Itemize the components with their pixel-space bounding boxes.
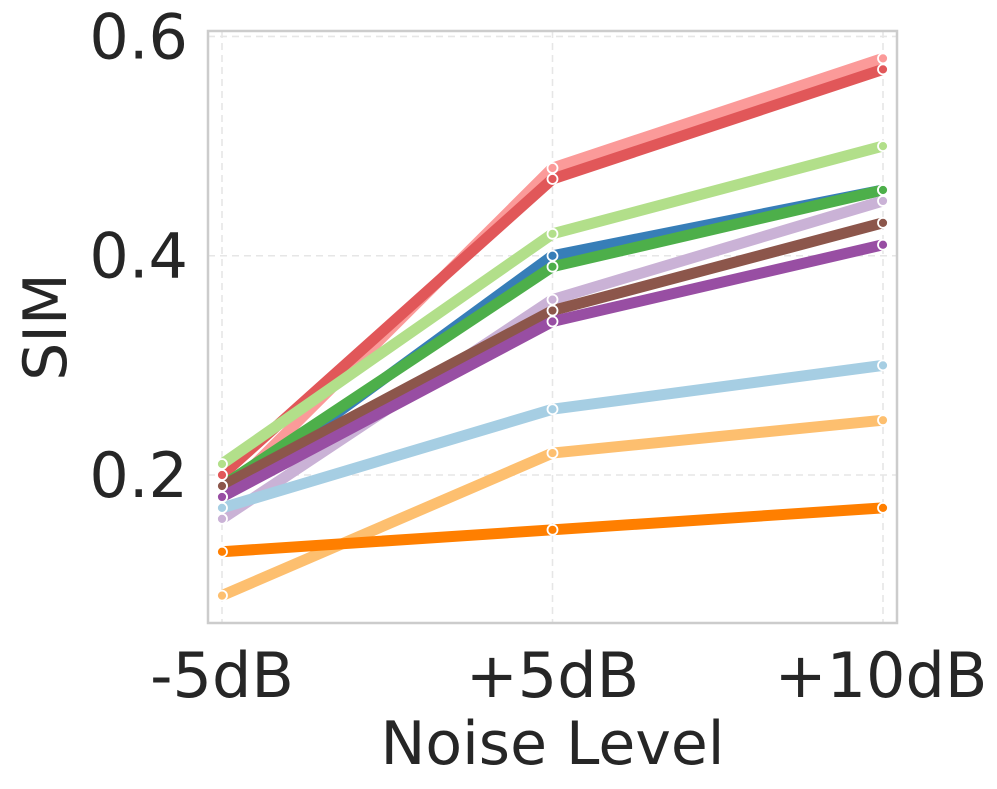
x-axis-label: Noise Level: [381, 709, 725, 779]
data-point-s9-+5dB: [546, 403, 559, 416]
data-point-s11-+10dB: [877, 501, 889, 514]
data-point-s8-+10dB: [877, 238, 889, 251]
data-point-s3--5dB: [216, 458, 228, 470]
data-point-s7-+5dB: [546, 304, 559, 317]
data-point-s4-+5dB: [546, 249, 559, 262]
data-point-s10-+10dB: [877, 414, 889, 427]
data-point-s3-+10dB: [877, 140, 889, 153]
data-point-s9--5dB: [216, 501, 228, 514]
x-tick-label-2: +10dB: [775, 639, 988, 712]
data-point-s11-+5dB: [546, 523, 559, 536]
data-point-s2--5dB: [216, 469, 228, 481]
data-point-s11--5dB: [216, 545, 228, 558]
data-point-s10-+5dB: [546, 447, 559, 459]
data-point-s5-+10dB: [877, 184, 889, 196]
data-point-s1-+5dB: [546, 162, 559, 174]
plot-frame: [206, 29, 899, 625]
data-point-s6-+10dB: [877, 195, 889, 207]
data-point-s8--5dB: [216, 491, 228, 503]
data-point-s2-+5dB: [546, 173, 559, 185]
y-tick-label-2: 0.6: [89, 0, 188, 73]
y-axis-label: SIM: [11, 273, 81, 381]
data-point-s5-+5dB: [546, 260, 559, 273]
data-point-s2-+10dB: [877, 63, 889, 76]
data-markers: [216, 52, 889, 602]
data-point-s6--5dB: [216, 512, 228, 525]
y-tick-label-1: 0.4: [89, 220, 188, 293]
data-point-s6-+5dB: [546, 293, 559, 306]
y-tick-labels: 0.2 0.4 0.6: [89, 0, 188, 512]
data-point-s9-+10dB: [877, 359, 889, 372]
data-point-s1-+10dB: [877, 52, 889, 65]
x-tick-label-1: +5dB: [466, 639, 639, 712]
data-point-s7--5dB: [216, 480, 228, 492]
x-tick-label-0: -5dB: [150, 639, 294, 712]
y-tick-label-0: 0.2: [89, 439, 188, 512]
data-point-s3-+5dB: [546, 227, 559, 240]
data-point-s7-+10dB: [877, 216, 889, 229]
data-point-s10--5dB: [216, 589, 228, 602]
x-tick-labels: -5dB +5dB +10dB: [150, 639, 987, 712]
data-point-s8-+5dB: [546, 315, 559, 328]
